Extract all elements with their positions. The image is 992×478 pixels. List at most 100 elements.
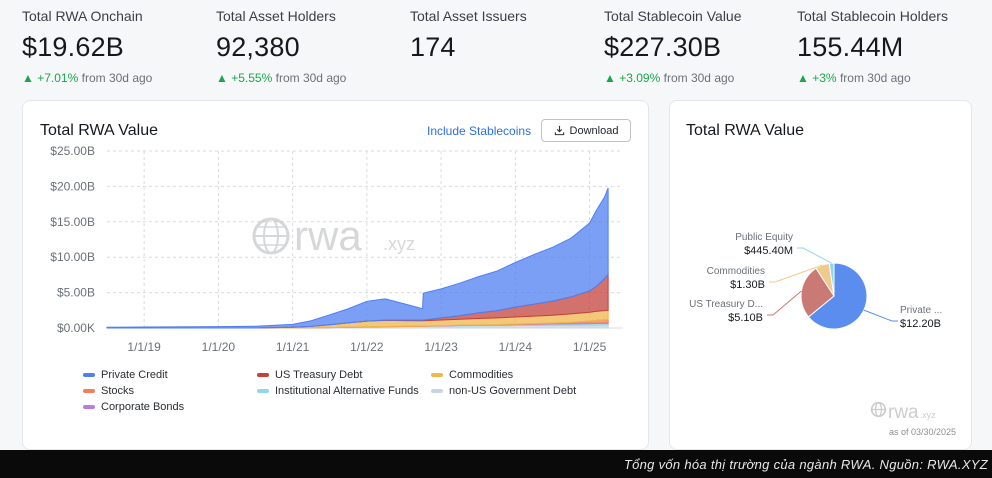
legend-item-institutional-alternative-funds[interactable]: Institutional Alternative Funds [257,385,419,397]
pie-leader-line [863,309,898,322]
stat-period: from 30d ago [81,71,153,85]
stat-label: Total RWA Onchain [22,8,143,24]
legend-swatch [431,389,443,393]
stat-value: 155.44M [797,32,904,62]
area-chart: rwa .xyz $0.00K $5.00B $10.00B $15.00B $20.0… [50,144,623,354]
area-private-credit[interactable] [106,187,609,329]
up-arrow-icon: ▲ [797,71,809,85]
pie-label: Private ... [900,305,942,316]
stat-change: +7.01% [37,71,79,85]
y-tick-label: $0.00K [57,321,95,335]
download-label: Download [569,124,619,137]
legend-swatch [257,373,269,377]
pie-value-label: $1.30B [730,279,765,291]
x-tick-label: 1/1/21 [276,340,310,354]
stat-period: from 30d ago [839,71,911,85]
rwa-watermark: rwa .xyz [252,212,415,259]
legend-label: Private Credit [101,369,168,381]
stat-value: 92,380 [216,32,300,62]
x-tick-label: 1/1/20 [202,340,236,354]
stat-value: $227.30B [604,32,722,62]
stat-value: 174 [410,32,456,62]
legend-item-stocks[interactable]: Stocks [83,385,134,397]
legend-swatch [431,373,443,377]
pie-leader-line [769,264,823,283]
x-tick-label: 1/1/19 [127,340,161,354]
x-tick-label: 1/1/23 [424,340,458,354]
pie-chart: Private ... $12.20B US Treasury D... $5.10B… [689,232,942,330]
download-button[interactable]: Download [541,119,631,142]
pie-label: Commodities [707,266,765,277]
as-of-date: as of 03/30/2025 [888,427,956,437]
stat-change: +3% [812,71,837,85]
legend-item-commodities[interactable]: Commodities [431,369,513,381]
card-title: Total RWA Value [686,122,804,139]
download-icon [554,125,564,136]
pie-slice-private[interactable] [807,262,868,330]
pie-label: Public Equity [735,232,793,243]
stat-label: Total Asset Holders [216,8,336,24]
legend-item-private-credit[interactable]: Private Credit [83,369,168,381]
stat-total-stablecoin-holders: Total Stablecoin Holders 155.44M ▲ +3% f… [797,8,948,85]
chart-areas [106,187,609,329]
stat-change: +3.09% [619,71,661,85]
pie-labels: Private ... $12.20B US Treasury D... $5.10B… [689,232,942,330]
stat-label: Total Asset Issuers [410,8,527,24]
y-tick-label: $15.00B [50,215,95,229]
pie-leader-line [797,247,832,264]
stat-total-rwa-onchain: Total RWA Onchain $19.62B ▲ +7.01% from … [22,8,152,85]
pie-slices [800,262,868,330]
stats-bar: Total RWA Onchain $19.62B ▲ +7.01% from … [0,0,992,90]
brand-suffix: .xyz [919,410,936,420]
up-arrow-icon: ▲ [22,71,34,85]
legend-label: Institutional Alternative Funds [275,385,419,397]
y-tick-label: $5.00B [57,286,95,300]
caption-bar: Tổng vốn hóa thị trường của ngành RWA. N… [0,450,992,478]
y-axis: $0.00K $5.00B $10.00B $15.00B $20.00B $25.00B [50,144,95,335]
rwa-brand: rwa .xyz [870,401,936,424]
y-tick-label: $20.00B [50,179,95,193]
legend-swatch [83,405,95,409]
pie-label: US Treasury D... [689,299,763,310]
legend-label: Corporate Bonds [101,401,185,413]
legend-label: non-US Government Debt [449,385,577,397]
watermark-suffix: .xyz [383,234,415,254]
up-arrow-icon: ▲ [216,71,228,85]
legend-item-non-us-government-debt[interactable]: non-US Government Debt [431,385,576,397]
stat-label: Total Stablecoin Holders [797,8,948,24]
include-stablecoins-toggle[interactable]: Include Stablecoins [427,124,532,138]
legend-label: US Treasury Debt [275,369,363,381]
pie-value-label: $5.10B [728,312,763,324]
stat-total-stablecoin-value: Total Stablecoin Value $227.30B ▲ +3.09%… [604,8,742,85]
x-tick-label: 1/1/24 [499,340,533,354]
pie-slice-us-treasury-d[interactable] [800,267,835,318]
legend-swatch [83,373,95,377]
legend-swatch [83,389,95,393]
watermark-text: rwa [294,212,362,259]
x-tick-label: 1/1/22 [350,340,384,354]
y-tick-label: $10.00B [50,250,95,264]
stat-change: +5.55% [231,71,273,85]
x-tick-label: 1/1/25 [573,340,607,354]
y-tick-label: $25.00B [50,144,95,158]
pie-value-label: $445.40M [744,245,793,257]
legend-swatch [257,389,269,393]
pie-value-label: $12.20B [900,318,941,330]
stat-total-asset-holders: Total Asset Holders 92,380 ▲ +5.55% from… [216,8,346,85]
brand-text: rwa [888,402,919,423]
stat-label: Total Stablecoin Value [604,8,742,24]
caption-text: Tổng vốn hóa thị trường của ngành RWA. N… [623,457,988,472]
card-title: Total RWA Value [40,122,158,139]
legend-item-us-treasury-debt[interactable]: US Treasury Debt [257,369,362,381]
legend-item-corporate-bonds[interactable]: Corporate Bonds [83,401,184,413]
stat-value: $19.62B [22,32,124,62]
stat-period: from 30d ago [663,71,735,85]
legend-label: Commodities [449,369,514,381]
rwa-value-chart-card: Total RWA Value Include Stablecoins Down… [22,100,649,450]
globe-icon [870,401,887,418]
stat-total-asset-issuers: Total Asset Issuers 174 [410,8,527,63]
up-arrow-icon: ▲ [604,71,616,85]
pie-leader-line [767,290,802,316]
rwa-breakdown-card: Total RWA Value Private ... $12.20B US Tre… [669,100,972,450]
stat-period: from 30d ago [275,71,347,85]
